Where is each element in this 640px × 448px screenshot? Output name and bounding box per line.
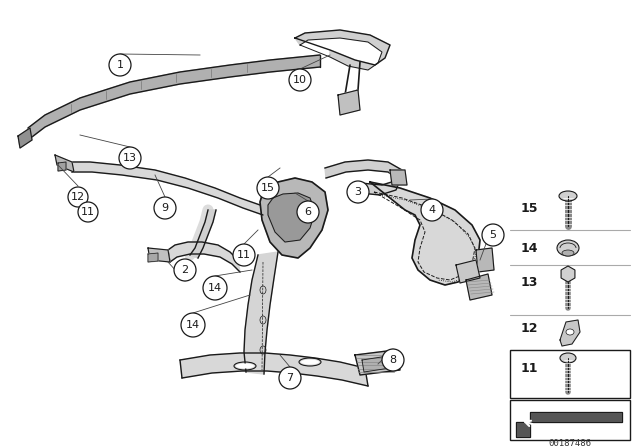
Circle shape [203, 276, 227, 300]
Circle shape [297, 201, 319, 223]
Circle shape [154, 197, 176, 219]
Text: 12: 12 [71, 192, 85, 202]
Text: 4: 4 [428, 205, 436, 215]
Circle shape [109, 54, 131, 76]
Text: 7: 7 [287, 373, 294, 383]
Circle shape [347, 181, 369, 203]
Polygon shape [260, 178, 328, 258]
Polygon shape [516, 412, 622, 437]
Text: 3: 3 [355, 187, 362, 197]
FancyBboxPatch shape [510, 350, 630, 398]
Text: 15: 15 [521, 202, 538, 215]
Ellipse shape [560, 353, 576, 363]
Circle shape [257, 177, 279, 199]
Circle shape [421, 199, 443, 221]
Ellipse shape [557, 240, 579, 256]
Polygon shape [168, 242, 240, 272]
Circle shape [382, 349, 404, 371]
Polygon shape [148, 253, 158, 262]
Polygon shape [18, 128, 32, 148]
Polygon shape [476, 248, 494, 272]
Polygon shape [338, 90, 360, 115]
Ellipse shape [559, 191, 577, 201]
Circle shape [174, 259, 196, 281]
Text: 11: 11 [237, 250, 251, 260]
Text: 11: 11 [521, 362, 538, 375]
Polygon shape [190, 210, 216, 258]
Circle shape [233, 244, 255, 266]
Circle shape [119, 147, 141, 169]
Polygon shape [295, 30, 390, 70]
Circle shape [68, 187, 88, 207]
FancyBboxPatch shape [510, 400, 630, 440]
Polygon shape [28, 55, 320, 140]
Text: 9: 9 [161, 203, 168, 213]
Polygon shape [362, 356, 390, 372]
Polygon shape [355, 350, 400, 375]
Text: 00187486: 00187486 [548, 439, 591, 448]
Text: 13: 13 [521, 276, 538, 289]
Text: 13: 13 [123, 153, 137, 163]
Text: 11: 11 [81, 207, 95, 217]
Text: 15: 15 [261, 183, 275, 193]
Text: 5: 5 [490, 230, 497, 240]
Text: 14: 14 [208, 283, 222, 293]
Ellipse shape [236, 363, 254, 369]
Text: 2: 2 [181, 265, 189, 275]
Polygon shape [268, 193, 315, 242]
Polygon shape [560, 320, 580, 346]
Text: 10: 10 [293, 75, 307, 85]
Circle shape [289, 69, 311, 91]
Text: 6: 6 [305, 207, 312, 217]
Polygon shape [390, 170, 407, 185]
Circle shape [279, 367, 301, 389]
Ellipse shape [566, 329, 574, 335]
Ellipse shape [301, 359, 319, 365]
Polygon shape [456, 260, 480, 283]
Circle shape [482, 224, 504, 246]
Ellipse shape [562, 250, 574, 256]
Text: 14: 14 [521, 241, 538, 254]
Polygon shape [325, 160, 402, 195]
Polygon shape [58, 162, 66, 171]
Polygon shape [466, 274, 492, 300]
Polygon shape [55, 155, 74, 172]
Circle shape [78, 202, 98, 222]
Polygon shape [148, 248, 170, 262]
Polygon shape [370, 182, 480, 285]
Polygon shape [70, 162, 263, 215]
Polygon shape [180, 353, 368, 386]
Text: 12: 12 [521, 322, 538, 335]
Text: 8: 8 [389, 355, 397, 365]
Text: 14: 14 [186, 320, 200, 330]
Polygon shape [244, 252, 278, 374]
Text: 1: 1 [116, 60, 124, 70]
Circle shape [181, 313, 205, 337]
